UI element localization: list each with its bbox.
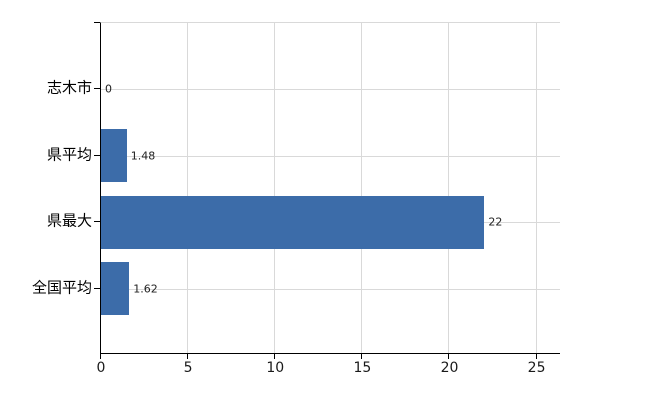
- vertical-gridline: [274, 23, 276, 353]
- x-axis-tick: [274, 354, 276, 359]
- y-axis-tick: [94, 154, 100, 156]
- x-tick-label: 20: [440, 360, 459, 376]
- y-axis-tick: [94, 88, 100, 90]
- vertical-gridline: [361, 23, 363, 353]
- value-label: 22: [488, 215, 503, 229]
- value-label: 1.48: [130, 149, 156, 163]
- bar: [101, 129, 127, 183]
- y-axis-tick: [94, 221, 100, 223]
- x-axis-tick: [361, 354, 363, 359]
- vertical-gridline: [535, 23, 537, 353]
- bar: [101, 262, 130, 316]
- x-axis-tick: [448, 354, 450, 359]
- x-axis-tick: [535, 354, 537, 359]
- x-tick-label: 0: [96, 360, 106, 376]
- y-axis-end-tick: [94, 22, 100, 23]
- vertical-gridline: [187, 23, 189, 353]
- x-axis-tick: [100, 354, 101, 359]
- plot-area: 0 1.48 22 1.62: [100, 22, 560, 354]
- category-label: 県平均: [46, 145, 92, 164]
- value-label: 0: [105, 82, 112, 96]
- horizontal-gridline: [101, 288, 560, 290]
- value-label: 1.62: [133, 282, 158, 296]
- horizontal-gridline: [101, 155, 560, 157]
- x-tick-label: 5: [183, 360, 193, 376]
- horizontal-gridline: [101, 89, 560, 91]
- y-axis-tick: [94, 287, 100, 289]
- x-tick-label: 15: [353, 360, 372, 376]
- x-tick-label: 10: [266, 360, 285, 376]
- bar: [101, 195, 485, 249]
- vertical-gridline: [448, 23, 450, 353]
- x-tick-label: 25: [527, 360, 546, 376]
- x-axis-tick: [187, 354, 189, 359]
- category-label: 志木市: [46, 78, 92, 97]
- category-label: 全国平均: [31, 278, 92, 297]
- category-label: 県最大: [46, 211, 92, 230]
